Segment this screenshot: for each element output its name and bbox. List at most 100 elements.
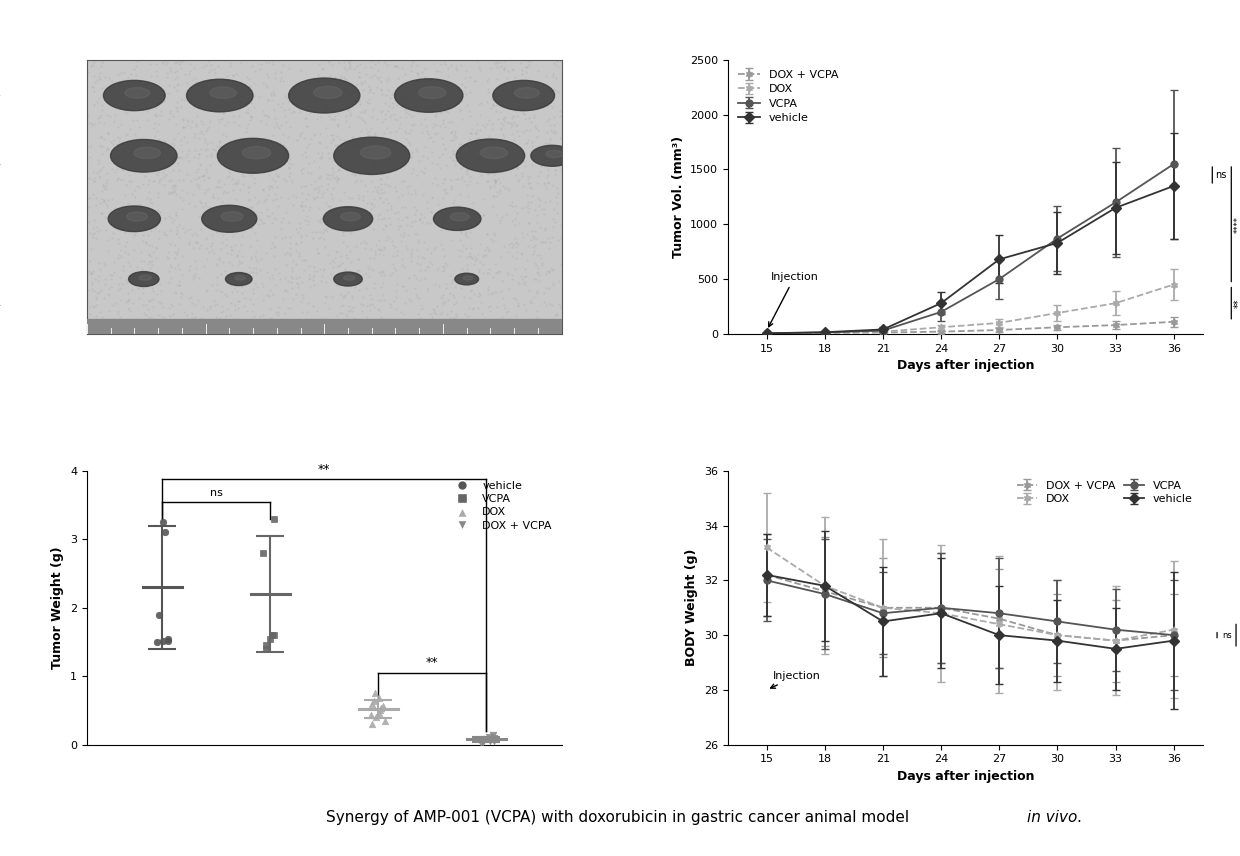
Point — [516, 123, 536, 137]
Point — [331, 102, 351, 116]
Point — [391, 150, 410, 163]
Point — [470, 109, 490, 122]
Point — [502, 63, 522, 77]
Point — [440, 208, 460, 222]
Point — [331, 278, 351, 292]
Point — [386, 289, 405, 303]
Point — [314, 105, 334, 119]
Point — [213, 326, 233, 340]
Point — [450, 281, 470, 294]
Point — [433, 76, 453, 90]
Point — [224, 238, 244, 252]
Point — [157, 67, 177, 80]
Point — [357, 96, 377, 110]
Point — [279, 162, 299, 175]
Point — [384, 107, 404, 121]
Point — [171, 183, 191, 197]
Point — [422, 130, 441, 144]
Point — [309, 323, 329, 336]
Point — [491, 116, 511, 129]
Point — [448, 199, 467, 213]
Point — [523, 229, 543, 242]
Point — [166, 205, 186, 219]
Point — [88, 111, 108, 125]
Point — [433, 294, 453, 308]
Point — [322, 161, 342, 175]
Point — [396, 133, 415, 146]
Point — [415, 112, 435, 126]
Point — [81, 266, 100, 280]
Point — [528, 323, 548, 336]
Point — [233, 272, 253, 286]
Point — [322, 191, 342, 205]
Point — [274, 128, 294, 141]
Point — [237, 69, 257, 83]
Point — [181, 86, 201, 100]
Point — [228, 325, 248, 339]
Point — [94, 132, 114, 146]
Point — [527, 304, 547, 318]
Point — [350, 213, 370, 227]
Point — [160, 61, 180, 74]
Point — [217, 203, 237, 217]
Point — [227, 135, 247, 149]
Point — [255, 642, 275, 656]
Point — [191, 123, 211, 137]
Point — [538, 176, 558, 190]
Point — [218, 97, 238, 110]
Point — [98, 141, 118, 155]
Point — [429, 91, 449, 104]
Point — [502, 87, 522, 101]
Point — [91, 110, 110, 124]
Point — [538, 152, 558, 166]
Point — [281, 269, 301, 282]
Point — [112, 173, 131, 187]
Point — [317, 182, 337, 196]
Point — [226, 211, 246, 224]
Point — [536, 223, 556, 236]
Point — [386, 59, 405, 73]
Point — [537, 170, 557, 184]
Point — [470, 323, 490, 336]
Point — [430, 85, 450, 98]
Point — [367, 326, 387, 340]
Point — [192, 79, 212, 92]
Point — [495, 111, 515, 125]
Point — [304, 273, 324, 287]
Point — [532, 84, 552, 98]
Point — [343, 326, 363, 340]
Point — [133, 287, 153, 300]
Point — [197, 138, 217, 152]
Point — [409, 264, 429, 277]
Point — [246, 205, 265, 219]
Point — [166, 220, 186, 234]
Point — [177, 113, 197, 127]
Point — [378, 231, 398, 245]
Point — [360, 299, 379, 312]
Point — [402, 324, 422, 337]
Point — [232, 286, 252, 300]
Point — [100, 84, 120, 98]
Point — [402, 247, 422, 261]
Point — [129, 148, 149, 162]
Point — [440, 233, 460, 247]
Point — [384, 59, 404, 73]
Point — [547, 146, 567, 159]
Point — [403, 162, 423, 175]
Point — [352, 275, 372, 288]
Point — [455, 306, 475, 320]
Point — [494, 61, 513, 74]
Point — [455, 71, 475, 85]
Point — [193, 318, 213, 331]
Point — [273, 211, 293, 225]
Point — [219, 165, 239, 179]
Point — [422, 145, 441, 158]
Point — [521, 116, 541, 129]
Point — [536, 181, 556, 194]
Point — [340, 58, 360, 72]
Point — [492, 274, 512, 288]
Point — [477, 227, 497, 241]
Point — [444, 290, 464, 304]
Point — [177, 76, 197, 90]
Point — [474, 257, 494, 270]
